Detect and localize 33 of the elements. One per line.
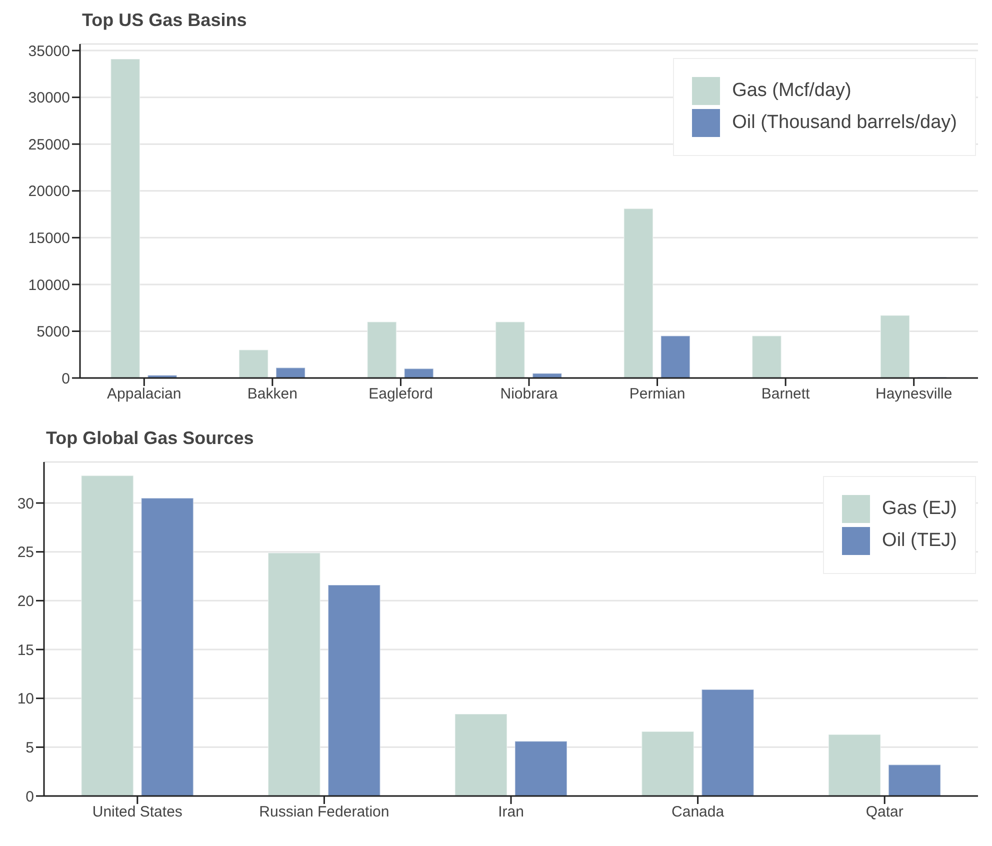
- x-tick-label: Niobrara: [500, 386, 558, 403]
- y-tick-label: 30: [17, 495, 34, 512]
- legend-label: Oil (Thousand barrels/day): [732, 112, 957, 134]
- y-tick-label: 5: [26, 739, 34, 756]
- y-tick-label: 0: [62, 370, 70, 388]
- chart-title: Top US Gas Basins: [82, 10, 247, 31]
- legend-label: Oil (TEJ): [882, 530, 957, 552]
- y-tick-label: 25000: [28, 136, 70, 154]
- y-tick-label: 10000: [28, 276, 70, 294]
- y-tick-label: 15000: [28, 230, 70, 247]
- x-tick-label: Haynesville: [876, 386, 952, 403]
- y-tick-label: 20000: [28, 183, 70, 200]
- legend-label: Gas (Mcf/day): [732, 80, 852, 102]
- y-tick-label: 10: [17, 690, 34, 708]
- x-tick-label: United States: [92, 804, 182, 821]
- x-tick-label: Russian Federation: [259, 804, 390, 821]
- chart-title: Top Global Gas Sources: [46, 428, 254, 449]
- y-tick-label: 30000: [28, 90, 70, 107]
- y-tick-label: 15: [17, 642, 34, 659]
- x-tick-label: Eagleford: [368, 386, 433, 403]
- x-tick-label: Bakken: [247, 386, 298, 403]
- legend-label: Gas (EJ): [882, 498, 957, 520]
- y-tick-label: 20: [17, 593, 34, 610]
- x-tick-label: Permian: [629, 386, 686, 403]
- x-tick-label: Barnett: [761, 386, 811, 403]
- y-tick-label: 0: [26, 788, 34, 806]
- x-tick-label: Canada: [672, 804, 725, 821]
- y-tick-label: 35000: [28, 42, 70, 60]
- y-tick-label: 25: [17, 544, 34, 562]
- x-tick-label: Iran: [498, 804, 524, 821]
- y-tick-label: 5000: [36, 324, 70, 341]
- x-tick-label: Qatar: [866, 804, 904, 821]
- x-tick-label: Appalacian: [107, 386, 182, 403]
